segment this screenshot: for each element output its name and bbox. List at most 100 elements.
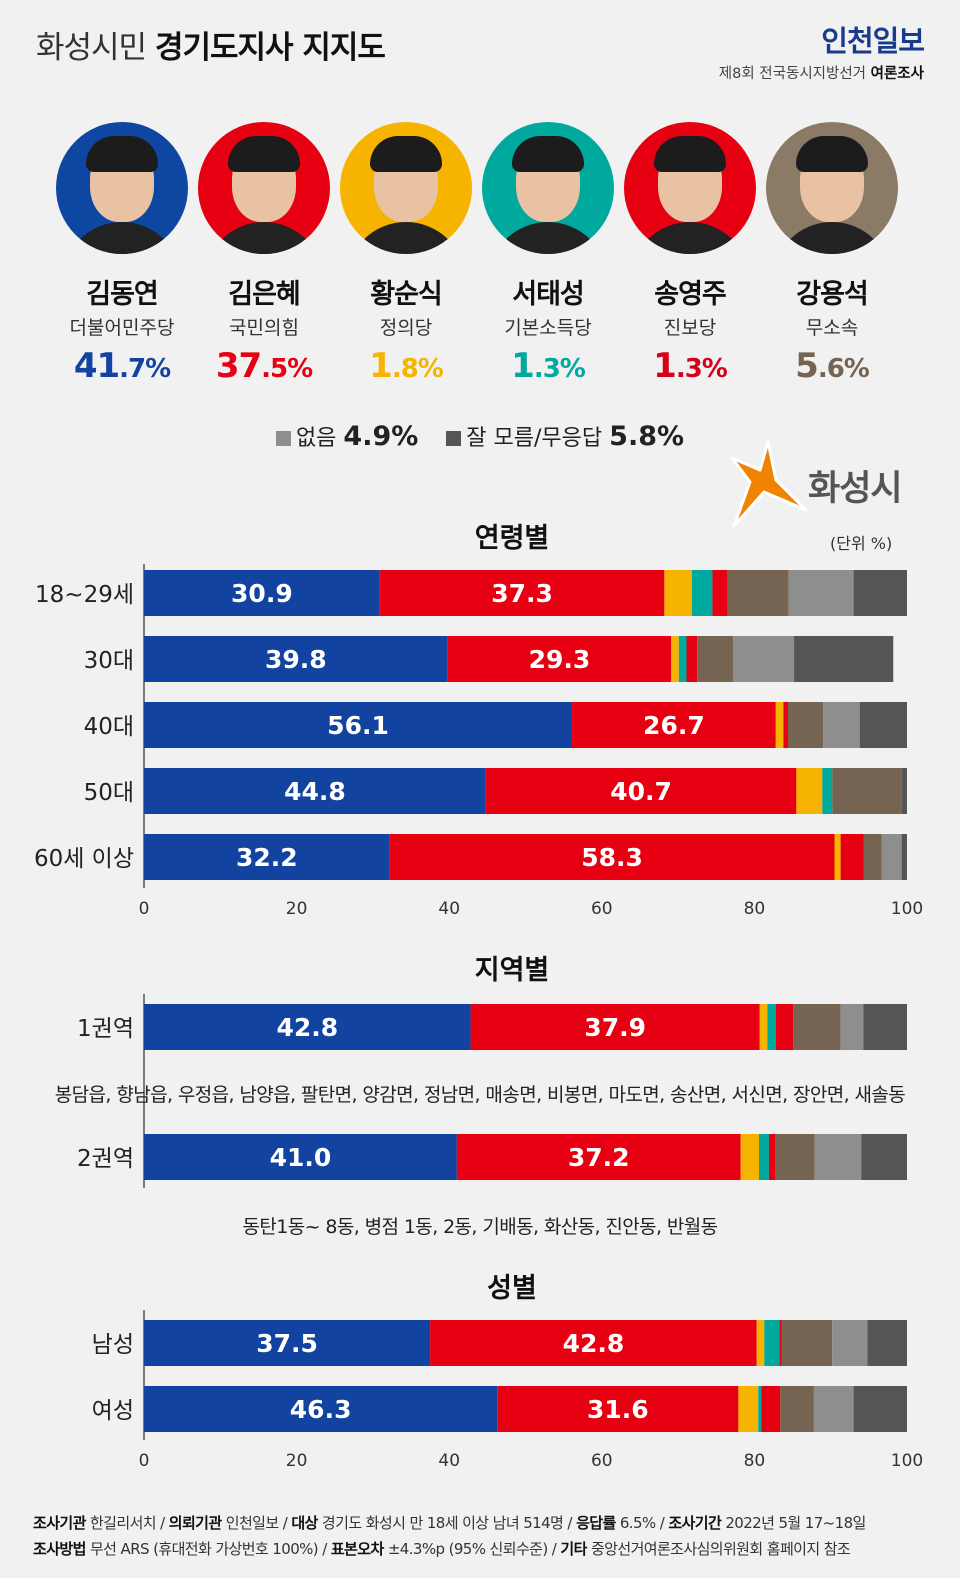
dk-label: 잘 모름/무응답 — [466, 426, 603, 451]
bar-value-label: 40.7 — [610, 777, 672, 806]
bar-value-label: 41.0 — [270, 1143, 332, 1172]
footer-value: ±4.3%p (95% 신뢰수준) / — [383, 1540, 561, 1558]
candidate-photo — [198, 122, 330, 254]
gender-chart: 남성 37.5 42.8 여성 46.3 31.6 0 20 40 60 80 100 — [92, 1310, 923, 1471]
bar-segment — [686, 636, 698, 682]
candidate-photo — [624, 122, 756, 254]
candidate-hair — [370, 136, 442, 172]
bar-segment — [832, 768, 902, 814]
bar-segment — [144, 1134, 457, 1180]
footer-key: 표본오차 — [330, 1540, 384, 1558]
bar-segment — [859, 702, 907, 748]
x-tick-label: 80 — [744, 899, 766, 919]
bar-segment — [712, 570, 728, 616]
region2-note: 동탄1동~ 8동, 병점 1동, 2동, 기배동, 화산동, 진안동, 반월동 — [242, 1216, 718, 1238]
bar-segment — [767, 1004, 776, 1050]
footer-line-1: 조사기관 한길리서치 / 의뢰기관 인천일보 / 대상 경기도 화성시 만 18… — [33, 1510, 866, 1536]
bar-segment — [823, 702, 860, 748]
category-label: 60세 이상 — [34, 846, 134, 872]
candidate-card: 강용석 무소속 5.6% — [762, 122, 902, 386]
footer-value: 한길리서치 / — [85, 1514, 169, 1532]
region-chart: 1권역 42.8 37.9 2권역 41.0 37.2 — [77, 994, 907, 1188]
bar-segment — [881, 834, 902, 880]
candidate-photo — [340, 122, 472, 254]
x-tick-label: 100 — [891, 899, 923, 919]
bar-segment — [497, 1386, 739, 1432]
x-tick-label: 40 — [438, 899, 460, 919]
candidate-pct: 41.7% — [52, 346, 192, 386]
candidate-card: 서태성 기본소득당 1.3% — [478, 122, 618, 386]
bar-segment — [756, 1320, 765, 1366]
bar-value-label: 37.5 — [256, 1329, 318, 1358]
bar-value-label: 37.2 — [568, 1143, 630, 1172]
bar-segment — [853, 570, 907, 616]
footer-value: 2022년 5월 17~18일 — [721, 1514, 866, 1532]
candidate-pct-int: 1 — [511, 346, 535, 386]
extras-row: 없음 4.9% 잘 모름/무응답 5.8% — [0, 420, 960, 452]
bar-segment — [691, 570, 713, 616]
bar-segment — [796, 768, 823, 814]
bar-segment — [470, 1004, 760, 1050]
x-tick-label: 100 — [891, 1451, 923, 1471]
bar-segment — [430, 1320, 757, 1366]
bar-segment — [779, 1320, 782, 1366]
bar-segment — [572, 702, 776, 748]
x-tick-label: 80 — [744, 1451, 766, 1471]
footer-key: 조사기간 — [668, 1514, 722, 1532]
footer-key: 조사기관 — [33, 1514, 86, 1532]
bar-segment — [447, 636, 672, 682]
candidate-pct-dec: .7% — [119, 354, 171, 384]
bar-segment — [144, 1320, 431, 1366]
category-label: 1권역 — [77, 1016, 134, 1042]
bar-segment — [758, 1386, 762, 1432]
candidate-name: 김동연 — [86, 279, 159, 310]
bar-segment — [822, 768, 833, 814]
bar-value-label: 42.8 — [276, 1013, 338, 1042]
x-tick-label: 0 — [139, 1451, 150, 1471]
candidate-party: 무소속 — [805, 317, 859, 339]
survey-label: 제8회 전국동시지방선거 여론조사 — [719, 62, 924, 83]
candidate-pct: 1.3% — [478, 346, 618, 386]
candidate-pct-int: 37 — [215, 346, 262, 386]
bar-segment — [781, 1320, 833, 1366]
bar-segment — [758, 1134, 769, 1180]
candidate-pct: 5.6% — [762, 346, 902, 386]
candidate-party: 국민의힘 — [229, 317, 299, 339]
bar-segment — [727, 570, 789, 616]
candidate-body — [488, 222, 608, 254]
bar-segment — [787, 702, 824, 748]
category-label: 남성 — [92, 1332, 134, 1358]
bar-value-label: 46.3 — [290, 1395, 352, 1424]
category-label: 40대 — [84, 714, 134, 740]
bar-value-label: 56.1 — [327, 711, 389, 740]
bar-segment — [456, 1134, 741, 1180]
bar-segment — [768, 1134, 776, 1180]
candidate-pct: 1.3% — [620, 346, 760, 386]
candidate-card: 김은혜 국민의힘 37.5% — [194, 122, 334, 386]
bar-value-label: 32.2 — [236, 843, 298, 872]
candidate-card: 김동연 더불어민주당 41.7% — [52, 122, 192, 386]
bar-value-label: 31.6 — [587, 1395, 649, 1424]
bar-segment — [759, 1004, 768, 1050]
bar-segment — [863, 834, 882, 880]
bar-value-label: 37.9 — [584, 1013, 646, 1042]
candidate-pct-int: 5 — [795, 346, 819, 386]
candidate-pct-dec: .8% — [391, 354, 444, 384]
x-tick-label: 20 — [286, 899, 308, 919]
page-title: 화성시민 경기도지사 지지도 — [36, 22, 386, 67]
title-light: 화성시민 — [36, 30, 147, 66]
dk-value: 5.8% — [609, 421, 685, 452]
candidate-pct-int: 1 — [369, 346, 393, 386]
bar-segment — [485, 768, 797, 814]
candidate-party: 정의당 — [379, 317, 433, 339]
bar-segment — [853, 1386, 907, 1432]
candidate-hair — [228, 136, 300, 172]
x-tick-label: 60 — [591, 899, 613, 919]
bar-segment — [783, 702, 788, 748]
survey-label-prefix: 제8회 전국동시지방선거 — [718, 66, 867, 82]
candidate-card: 황순식 정의당 1.8% — [336, 122, 476, 386]
bar-segment — [740, 1134, 759, 1180]
bar-segment — [813, 1386, 854, 1432]
category-label: 여성 — [92, 1398, 134, 1424]
footer-key: 기타 — [560, 1540, 587, 1558]
